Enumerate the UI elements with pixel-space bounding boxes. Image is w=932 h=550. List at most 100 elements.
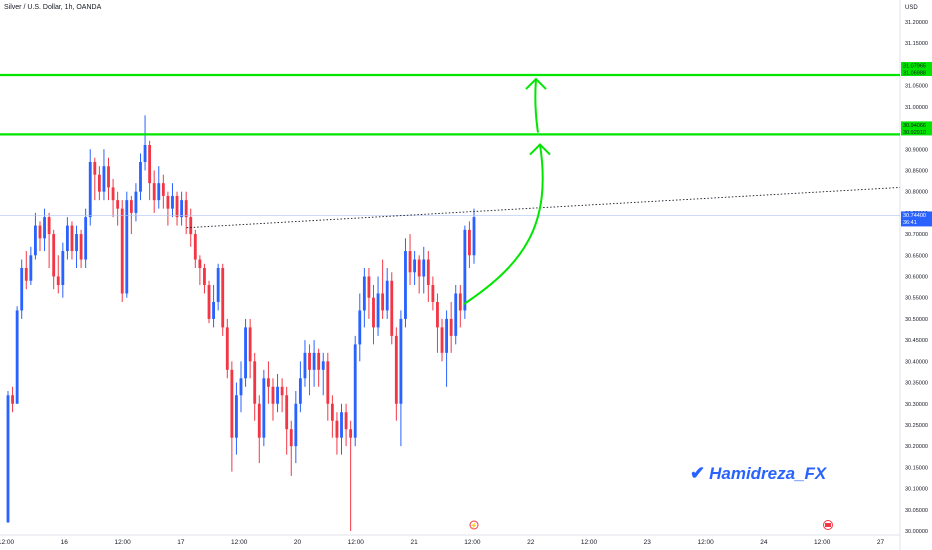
- currency-label[interactable]: USD: [905, 5, 918, 11]
- candle-body: [212, 301, 216, 319]
- candle-body: [344, 412, 348, 430]
- candle-body: [88, 161, 92, 218]
- candle-body: [52, 234, 56, 277]
- candle-body: [70, 225, 74, 252]
- check-icon: ✔: [690, 463, 706, 483]
- candle-body: [394, 335, 398, 404]
- candle-body: [271, 386, 275, 404]
- candle-body: [312, 352, 316, 370]
- candle-body: [463, 229, 467, 311]
- author-watermark: ✔ Hamidreza_FX: [690, 463, 826, 484]
- lightning-icon: [469, 520, 479, 530]
- candle-body: [381, 293, 385, 311]
- candle-body: [244, 327, 247, 379]
- x-tick-label: 21: [410, 539, 418, 546]
- projection-arrowhead: [529, 143, 551, 156]
- dotted-trendline: [186, 186, 901, 229]
- x-tick-label: 20: [294, 539, 302, 546]
- candle-body: [326, 361, 330, 404]
- candle-body: [29, 255, 33, 281]
- candle-body: [33, 225, 37, 256]
- candle-body: [353, 344, 357, 438]
- candle-body: [321, 361, 325, 370]
- candle-body: [134, 191, 138, 213]
- candle-body: [239, 378, 243, 396]
- y-tick-label: 30.50000: [905, 317, 928, 323]
- candle-body: [221, 268, 225, 328]
- current-price-tag-text: 36:41: [903, 220, 917, 226]
- y-tick-label: 31.00000: [905, 105, 928, 111]
- candle-body: [157, 183, 161, 201]
- y-tick-label: 31.05000: [905, 84, 928, 90]
- candle-body: [440, 327, 444, 353]
- candle-body: [84, 217, 88, 260]
- watermark-text: Hamidreza_FX: [709, 463, 827, 483]
- candle-body: [65, 225, 69, 252]
- candle-body: [358, 310, 362, 345]
- candle-body: [367, 276, 371, 298]
- current-price-tag: [901, 211, 932, 227]
- candle-body: [24, 268, 28, 281]
- candle-body: [262, 378, 266, 438]
- level-price-tag-text: 30.94066: [903, 123, 926, 129]
- candle-body: [468, 229, 471, 256]
- x-tick-label: 17: [177, 539, 185, 546]
- candle-body: [390, 280, 394, 336]
- candle-body: [454, 293, 458, 336]
- target-arrowhead: [525, 77, 547, 90]
- x-tick-label: 24: [760, 539, 768, 546]
- candle-body: [184, 200, 188, 218]
- candle-body: [248, 327, 252, 362]
- y-tick-label: 30.85000: [905, 168, 928, 174]
- candle-body: [294, 403, 298, 447]
- candle-body: [20, 268, 24, 311]
- x-tick-label: 12:00: [348, 539, 365, 546]
- candle-body: [198, 259, 202, 269]
- x-tick-label: 12:00: [581, 539, 598, 546]
- candle-body: [298, 378, 302, 404]
- candle-body: [143, 145, 147, 162]
- candle-body: [335, 420, 339, 438]
- candle-body: [189, 217, 193, 235]
- candle-body: [116, 200, 120, 209]
- candle-body: [289, 429, 293, 447]
- y-tick-label: 30.30000: [905, 402, 928, 408]
- candle-body: [129, 200, 133, 213]
- y-tick-label: 30.25000: [905, 423, 928, 429]
- candle-body: [97, 174, 101, 192]
- candle-body: [472, 217, 476, 256]
- x-tick-label: 12:00: [231, 539, 248, 546]
- candle-body: [385, 280, 389, 311]
- chart-title: Silver / U.S. Dollar, 1h, OANDA: [4, 4, 102, 11]
- candle-body: [120, 208, 124, 294]
- y-tick-label: 30.10000: [905, 487, 928, 493]
- candle-body: [56, 276, 60, 285]
- candle-body: [93, 161, 97, 175]
- y-tick-label: 31.15000: [905, 41, 928, 47]
- current-price-tag-text: 30.74400: [903, 213, 926, 219]
- candle-body: [193, 234, 197, 260]
- candle-body: [175, 195, 179, 218]
- candle-body: [436, 301, 439, 328]
- x-tick-label: 12:00: [464, 539, 481, 546]
- candle-body: [102, 166, 106, 192]
- y-tick-label: 30.70000: [905, 232, 928, 238]
- candle-body: [303, 352, 307, 379]
- candle-body: [404, 251, 407, 319]
- candle-body: [426, 259, 430, 285]
- y-tick-label: 30.35000: [905, 381, 928, 387]
- candle-body: [61, 251, 65, 285]
- candle-body: [445, 318, 449, 353]
- candle-body: [75, 234, 78, 252]
- x-tick-label: 23: [644, 539, 652, 546]
- candle-body: [280, 386, 284, 396]
- candle-body: [399, 318, 403, 404]
- candle-body: [285, 395, 289, 430]
- x-tick-label: 12:00: [114, 539, 131, 546]
- x-tick-label: 27: [877, 539, 885, 546]
- level-price-tag: [901, 121, 932, 136]
- candle-body: [257, 403, 261, 438]
- candle-body: [308, 352, 311, 370]
- y-tick-label: 30.80000: [905, 190, 928, 196]
